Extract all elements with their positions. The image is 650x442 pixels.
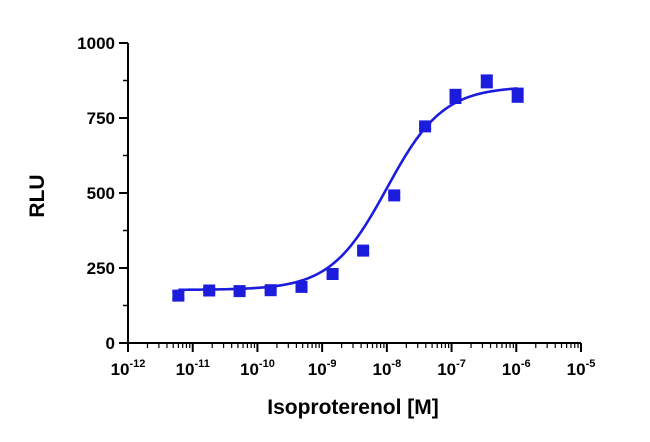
x-tick-label: 10-8 (373, 358, 402, 379)
x-tick-base: 10 (502, 360, 521, 379)
data-point (388, 189, 401, 202)
x-tick-label: 10-7 (437, 358, 466, 379)
y-tick-label: 500 (87, 184, 115, 203)
x-tick-exponent: -7 (456, 358, 466, 370)
x-tick-label: 10-9 (308, 358, 337, 379)
data-point (233, 285, 246, 298)
data-point (295, 280, 308, 293)
y-tick-label: 1000 (77, 34, 115, 53)
y-tick-label: 750 (87, 109, 115, 128)
y-tick-label: 0 (106, 334, 115, 353)
x-tick-label: 10-6 (502, 358, 531, 379)
data-point (480, 75, 493, 88)
x-tick-base: 10 (437, 360, 456, 379)
x-tick-exponent: -11 (195, 358, 210, 370)
x-tick-label: 10-5 (567, 358, 596, 379)
x-axis-title: Isoproterenol [M] (267, 396, 439, 419)
x-tick-base: 10 (308, 360, 327, 379)
x-tick-label: 10-10 (240, 358, 275, 379)
data-point (172, 289, 185, 302)
x-tick-base: 10 (111, 360, 130, 379)
x-tick-base: 10 (240, 360, 259, 379)
x-axis: 10-12 10-11 10-10 10-9 10-8 10-7 10-6 10-5 (111, 342, 596, 379)
x-tick-base: 10 (567, 360, 586, 379)
y-axis: 0 250 500 750 1000 (77, 34, 129, 353)
x-tick-label: 10-11 (176, 358, 210, 379)
x-tick-exponent: -10 (259, 358, 275, 370)
y-tick-label: 250 (87, 259, 115, 278)
data-point (357, 244, 370, 257)
x-tick-base: 10 (176, 360, 195, 379)
x-tick-exponent: -8 (391, 358, 401, 370)
x-tick-exponent: -12 (130, 358, 146, 370)
data-point (326, 268, 339, 280)
x-tick-base: 10 (373, 360, 392, 379)
x-tick-exponent: -5 (586, 358, 596, 370)
data-point (449, 90, 462, 103)
data-point (511, 89, 524, 102)
data-point (264, 284, 277, 297)
fit-curve-group (178, 87, 518, 292)
x-tick-exponent: -9 (327, 358, 337, 370)
y-axis-title: RLU (26, 174, 49, 217)
data-point (203, 284, 216, 297)
data-point (419, 120, 432, 133)
x-tick-exponent: -6 (521, 358, 531, 370)
data-points-group (172, 74, 524, 302)
x-tick-label: 10-12 (111, 358, 146, 379)
fit-curve (178, 87, 518, 292)
